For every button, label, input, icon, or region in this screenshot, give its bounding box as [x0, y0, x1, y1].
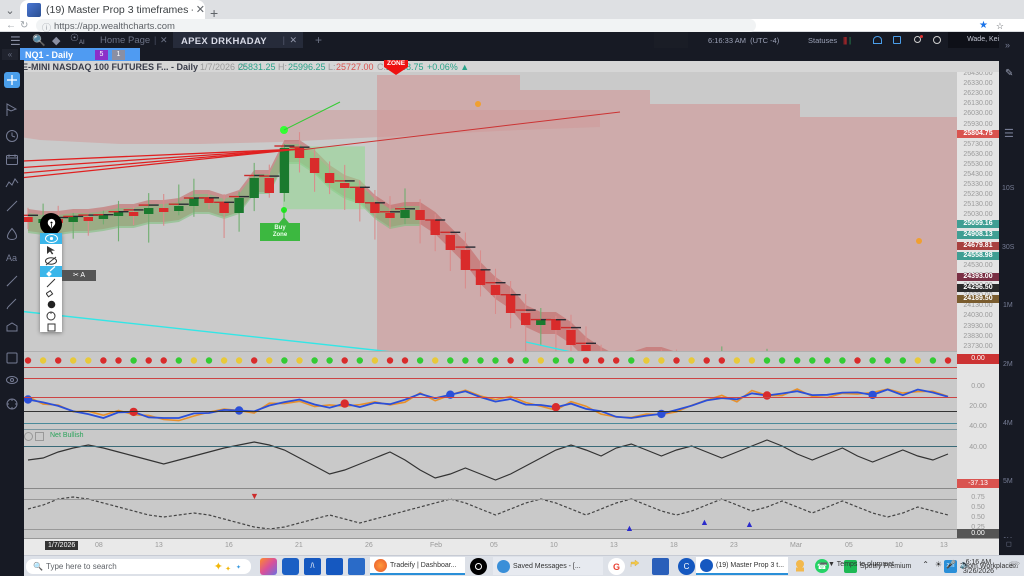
- svg-text:Aa: Aa: [6, 253, 17, 263]
